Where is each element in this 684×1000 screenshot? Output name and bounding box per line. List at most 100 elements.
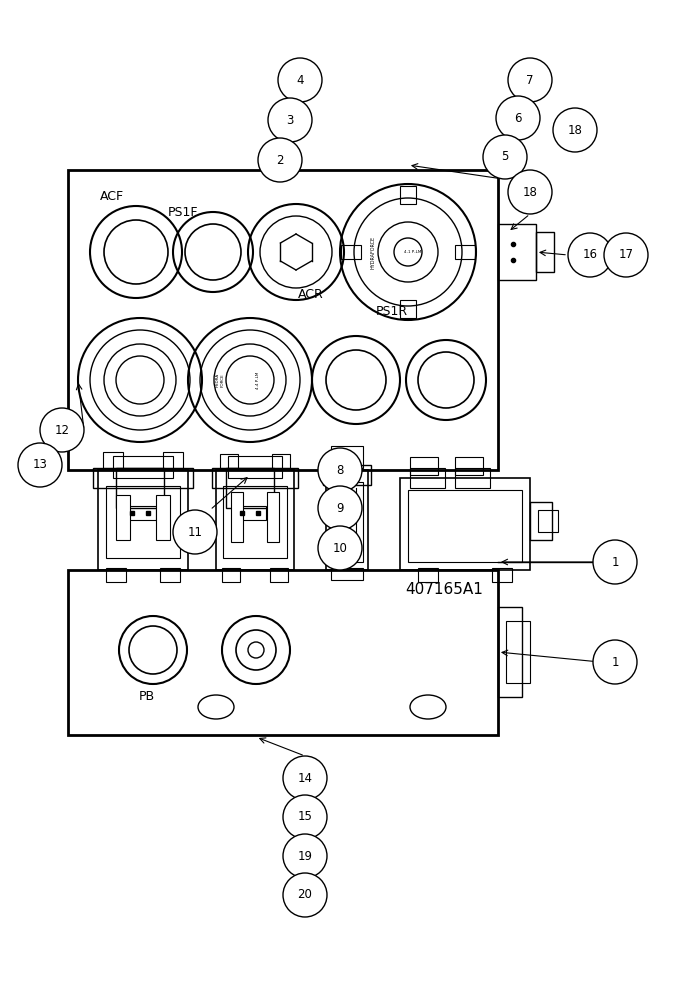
Bar — [93, 468, 193, 488]
Circle shape — [173, 510, 217, 554]
Bar — [410, 468, 445, 488]
Bar — [400, 186, 416, 204]
Circle shape — [483, 135, 527, 179]
Bar — [234, 506, 266, 520]
Text: 15: 15 — [298, 810, 313, 824]
Circle shape — [496, 96, 540, 140]
Text: 5: 5 — [501, 150, 509, 163]
Bar — [536, 232, 554, 272]
Circle shape — [553, 108, 597, 152]
Bar — [341, 245, 361, 259]
Bar — [498, 607, 522, 697]
Text: 13: 13 — [33, 458, 47, 472]
Text: HYDRA
FORCE: HYDRA FORCE — [215, 373, 224, 387]
Text: 9: 9 — [337, 502, 344, 514]
Bar — [331, 568, 363, 580]
Text: 16: 16 — [583, 248, 598, 261]
Bar — [323, 465, 371, 485]
Circle shape — [283, 795, 327, 839]
Bar — [331, 482, 363, 562]
Circle shape — [283, 873, 327, 917]
Text: 18: 18 — [523, 186, 538, 198]
Text: 10: 10 — [332, 542, 347, 554]
Bar — [455, 245, 475, 259]
Circle shape — [18, 443, 62, 487]
Text: PB: PB — [139, 690, 155, 703]
Bar — [418, 568, 438, 582]
Circle shape — [593, 540, 637, 584]
Bar — [410, 457, 438, 475]
Bar — [220, 454, 238, 468]
Bar — [455, 468, 490, 488]
Bar — [163, 452, 183, 468]
Text: ACF: ACF — [100, 190, 124, 203]
Circle shape — [508, 170, 552, 214]
Bar — [226, 468, 274, 508]
Bar — [106, 568, 126, 582]
Bar — [267, 492, 279, 542]
Bar — [326, 470, 368, 570]
Circle shape — [258, 138, 302, 182]
Bar — [492, 568, 512, 582]
Bar — [106, 486, 180, 558]
Text: 19: 19 — [298, 850, 313, 862]
Text: HYDRAFORCE: HYDRAFORCE — [371, 235, 376, 269]
Bar — [506, 621, 530, 683]
Bar — [231, 492, 243, 542]
Bar — [228, 456, 282, 478]
Circle shape — [278, 58, 322, 102]
Circle shape — [604, 233, 648, 277]
Circle shape — [40, 408, 84, 452]
Text: PS1F: PS1F — [168, 206, 198, 219]
Bar — [223, 486, 287, 558]
Text: 407165A1: 407165A1 — [405, 582, 483, 597]
Bar — [68, 570, 498, 735]
Text: 1: 1 — [611, 656, 619, 668]
Text: 18: 18 — [568, 123, 583, 136]
Bar — [530, 502, 552, 540]
Text: 14: 14 — [298, 772, 313, 784]
Circle shape — [283, 834, 327, 878]
Bar — [116, 468, 164, 508]
Text: 7: 7 — [526, 74, 534, 87]
Bar — [331, 446, 363, 468]
Bar — [400, 300, 416, 318]
Bar — [270, 568, 288, 582]
Text: 11: 11 — [187, 526, 202, 538]
Bar — [156, 495, 170, 540]
Text: PS1R: PS1R — [376, 305, 408, 318]
Circle shape — [268, 98, 312, 142]
Text: 6: 6 — [514, 111, 522, 124]
Circle shape — [283, 756, 327, 800]
Text: 17: 17 — [618, 248, 633, 261]
Text: 20: 20 — [298, 888, 313, 902]
Bar — [400, 478, 530, 570]
Bar — [222, 568, 240, 582]
Text: ACR: ACR — [298, 288, 324, 301]
Bar — [408, 490, 522, 562]
Circle shape — [318, 448, 362, 492]
Bar — [212, 468, 298, 488]
Bar — [455, 457, 483, 475]
Circle shape — [318, 486, 362, 530]
Text: 3: 3 — [287, 113, 293, 126]
Bar — [160, 568, 180, 582]
Bar — [216, 470, 294, 570]
Text: 8: 8 — [337, 464, 343, 477]
Bar — [116, 495, 130, 540]
Text: 4-4 P-LM: 4-4 P-LM — [256, 371, 260, 389]
Text: 4-1 P-LM: 4-1 P-LM — [404, 250, 422, 254]
Circle shape — [593, 640, 637, 684]
Bar — [538, 510, 558, 532]
Circle shape — [568, 233, 612, 277]
Bar — [498, 224, 536, 280]
Bar — [98, 470, 188, 570]
Circle shape — [508, 58, 552, 102]
Text: 1: 1 — [611, 556, 619, 568]
Circle shape — [318, 526, 362, 570]
Text: 12: 12 — [55, 424, 70, 436]
Text: 4: 4 — [296, 74, 304, 87]
Bar — [272, 454, 290, 468]
Text: 2: 2 — [276, 153, 284, 166]
Bar — [124, 506, 156, 520]
